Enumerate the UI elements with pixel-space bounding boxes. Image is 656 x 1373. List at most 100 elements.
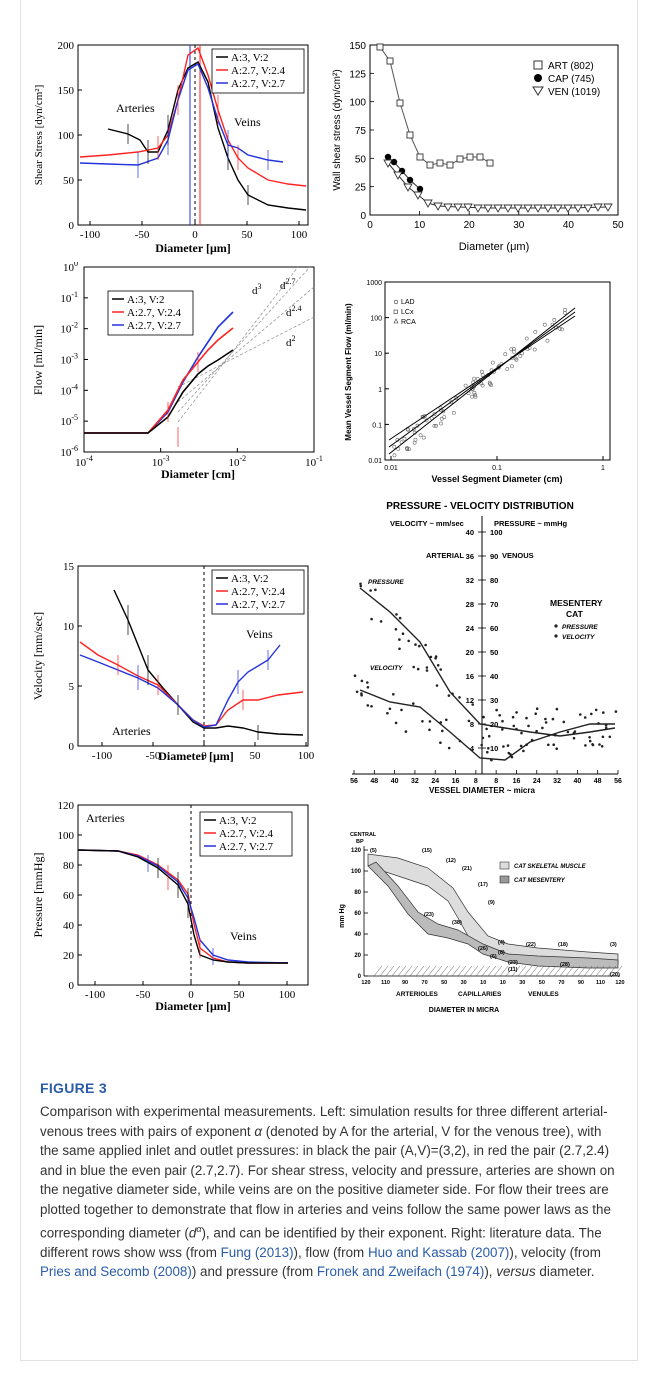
sample-count-label: (3) (610, 942, 617, 948)
x-tick-label: 10-3 (152, 454, 170, 469)
y-tick-label: 10-4 (60, 382, 78, 397)
x-tick-label: 48 (594, 778, 602, 785)
wss-ylabel: Wall shear stress (dyn/cm²) (332, 69, 343, 190)
x-tick-label: -100 (92, 750, 113, 762)
caption-fragment: ), velocity (from (509, 1244, 601, 1260)
y-tick-label: 80 (490, 576, 498, 585)
reference-link[interactable]: Pries and Secomb (2008) (40, 1264, 192, 1280)
fronek-xlabel: DIAMETER IN MICRA (429, 1007, 499, 1014)
reference-link[interactable]: Fung (2013) (220, 1244, 294, 1260)
huo-flow-plot: 1000 100 10 1 0.1 0.01 0.01 0.1 1 LAD LCx RCA V… (344, 280, 611, 484)
caption-fragment: Comparison with experimental measurement… (40, 1104, 608, 1139)
x-tick-label: 8 (474, 778, 478, 785)
x-tick-label: 30 (513, 220, 525, 231)
legend-entry-blue: A:2.7, V:2.7 (231, 78, 285, 90)
shear-curve-black (107, 61, 307, 211)
shear-curve-blue (79, 62, 284, 166)
sample-count-label: (6) (490, 954, 497, 960)
y-tick-label: 100 (349, 98, 366, 109)
shear-legend: A:3, V:2 A:2.7, V:2.4 A:2.7, V:2.7 (211, 48, 305, 94)
flow-plot: 100 10-1 10-2 10-3 10-4 10-5 10-6 10-4 10-3 10-2… (31, 262, 323, 481)
x-tick-label: 10-2 (228, 454, 246, 469)
x-tick-label: 40 (573, 778, 581, 785)
svg-text:d2.7: d2.7 (280, 277, 296, 292)
sample-count-label: (4) (498, 940, 505, 946)
x-tick-label: -50 (146, 750, 161, 762)
sample-count-label: (8) (498, 950, 505, 956)
y-tick-label: 60 (63, 890, 75, 902)
x-tick-label: 100 (279, 989, 296, 1001)
x-tick-label: 90 (578, 980, 584, 986)
y-tick-label: 100 (63, 262, 78, 274)
x-tick-label: 120 (361, 980, 370, 986)
y-tick-label: 100 (58, 130, 75, 142)
x-tick-label: 110 (381, 980, 390, 986)
y-tick-label: 0.1 (372, 422, 382, 429)
wss-art-curve (379, 46, 491, 166)
wss-legend-ven: VEN (1019) (548, 87, 600, 98)
y-tick-label: 50 (490, 648, 498, 657)
x-tick-label: 40 (391, 778, 399, 785)
svg-text:RCA: RCA (401, 319, 416, 326)
x-tick-label: 50 (234, 989, 246, 1001)
svg-text:CENTRAL: CENTRAL (350, 832, 377, 838)
y-tick-label: 20 (466, 648, 474, 657)
huo-ylabel: Mean Vessel Segment Flow (ml/min) (344, 303, 353, 441)
x-tick-label: 16 (452, 778, 460, 785)
svg-text:A:3, V:2: A:3, V:2 (219, 815, 257, 827)
velocity-curve-blue (79, 644, 281, 728)
x-tick-label: 10 (500, 980, 506, 986)
fronek-pressure-plot: CENTRAL BP 120 100 80 60 40 20 0 120 110 90 70 50 3… (339, 832, 625, 1014)
x-tick-label: 50 (242, 229, 254, 241)
x-tick-label: 0 (192, 229, 198, 241)
pressure-ylabel: Pressure [mmHg] (31, 853, 45, 938)
svg-text:CAT: CAT (566, 609, 584, 619)
legend-entry-black: A:3, V:2 (231, 52, 269, 64)
y-tick-label: 150 (58, 85, 75, 97)
y-tick-label: 120 (351, 848, 362, 854)
y-tick-label: 60 (490, 624, 498, 633)
x-tick-label: -50 (136, 989, 151, 1001)
svg-text:A:2.7, V:2.7: A:2.7, V:2.7 (127, 320, 181, 332)
pries-pressure-velocity-plot: PRESSURE - VELOCITY DISTRIBUTION VELOCIT… (350, 501, 622, 795)
y-tick-label: 20 (490, 720, 498, 729)
y-tick-label: 0 (69, 980, 75, 992)
caption-fragment: α (254, 1123, 263, 1139)
y-tick-label: 10-1 (60, 290, 78, 305)
caption-fragment: ) and pressure (from (191, 1264, 317, 1280)
x-tick-label: 0 (367, 220, 373, 231)
x-tick-label: 10 (414, 220, 426, 231)
shear-stress-plot: 0 50 100 150 200 -100 -50 0 50 100 Arteries Vein… (33, 40, 309, 255)
y-tick-label: 150 (349, 41, 366, 52)
x-tick-label: 0.01 (384, 465, 398, 472)
caption-fragment: ), flow (from (293, 1244, 368, 1260)
reference-link[interactable]: Fronek and Zweifach (1974) (316, 1264, 485, 1280)
sample-count-label: (5) (370, 848, 377, 854)
y-tick-label: 24 (466, 624, 475, 633)
sample-count-label: (26) (478, 946, 488, 952)
figure-caption: FIGURE 3 Comparison with experimental me… (40, 1080, 620, 1282)
velocity-xlabel: Diameter [μm] (158, 749, 234, 763)
y-tick-label: 0.01 (368, 458, 382, 465)
legend-entry-red: A:2.7, V:2.4 (231, 65, 285, 77)
reference-link[interactable]: Huo and Kassab (2007) (367, 1244, 510, 1260)
y-tick-label: 100 (351, 869, 362, 875)
pries-pressure-curve (359, 587, 616, 737)
velocity-arteries-label: Arteries (112, 724, 151, 738)
y-tick-label: 10-5 (60, 413, 78, 428)
y-tick-label: 75 (355, 126, 367, 137)
svg-text:VELOCITY ~ mm/sec: VELOCITY ~ mm/sec (390, 519, 464, 528)
velocity-curve-black (113, 589, 304, 736)
figure-label: FIGURE 3 (40, 1080, 107, 1096)
y-tick-label: 16 (466, 672, 474, 681)
wss-xlabel: Diameter (μm) (459, 241, 530, 253)
caption-fragment: α (196, 1223, 202, 1234)
wss-legend-cap: CAP (745) (548, 74, 595, 85)
y-tick-label: 28 (466, 600, 474, 609)
y-tick-label: 1 (378, 387, 382, 394)
flow-legend: A:3, V:2 A:2.7, V:2.4 A:2.7, V:2.7 (107, 290, 194, 336)
x-tick-label: 10-1 (305, 454, 323, 469)
y-tick-label: 10 (490, 744, 498, 753)
svg-text:ARTERIOLES: ARTERIOLES (396, 991, 439, 998)
y-tick-label: 60 (354, 911, 361, 917)
